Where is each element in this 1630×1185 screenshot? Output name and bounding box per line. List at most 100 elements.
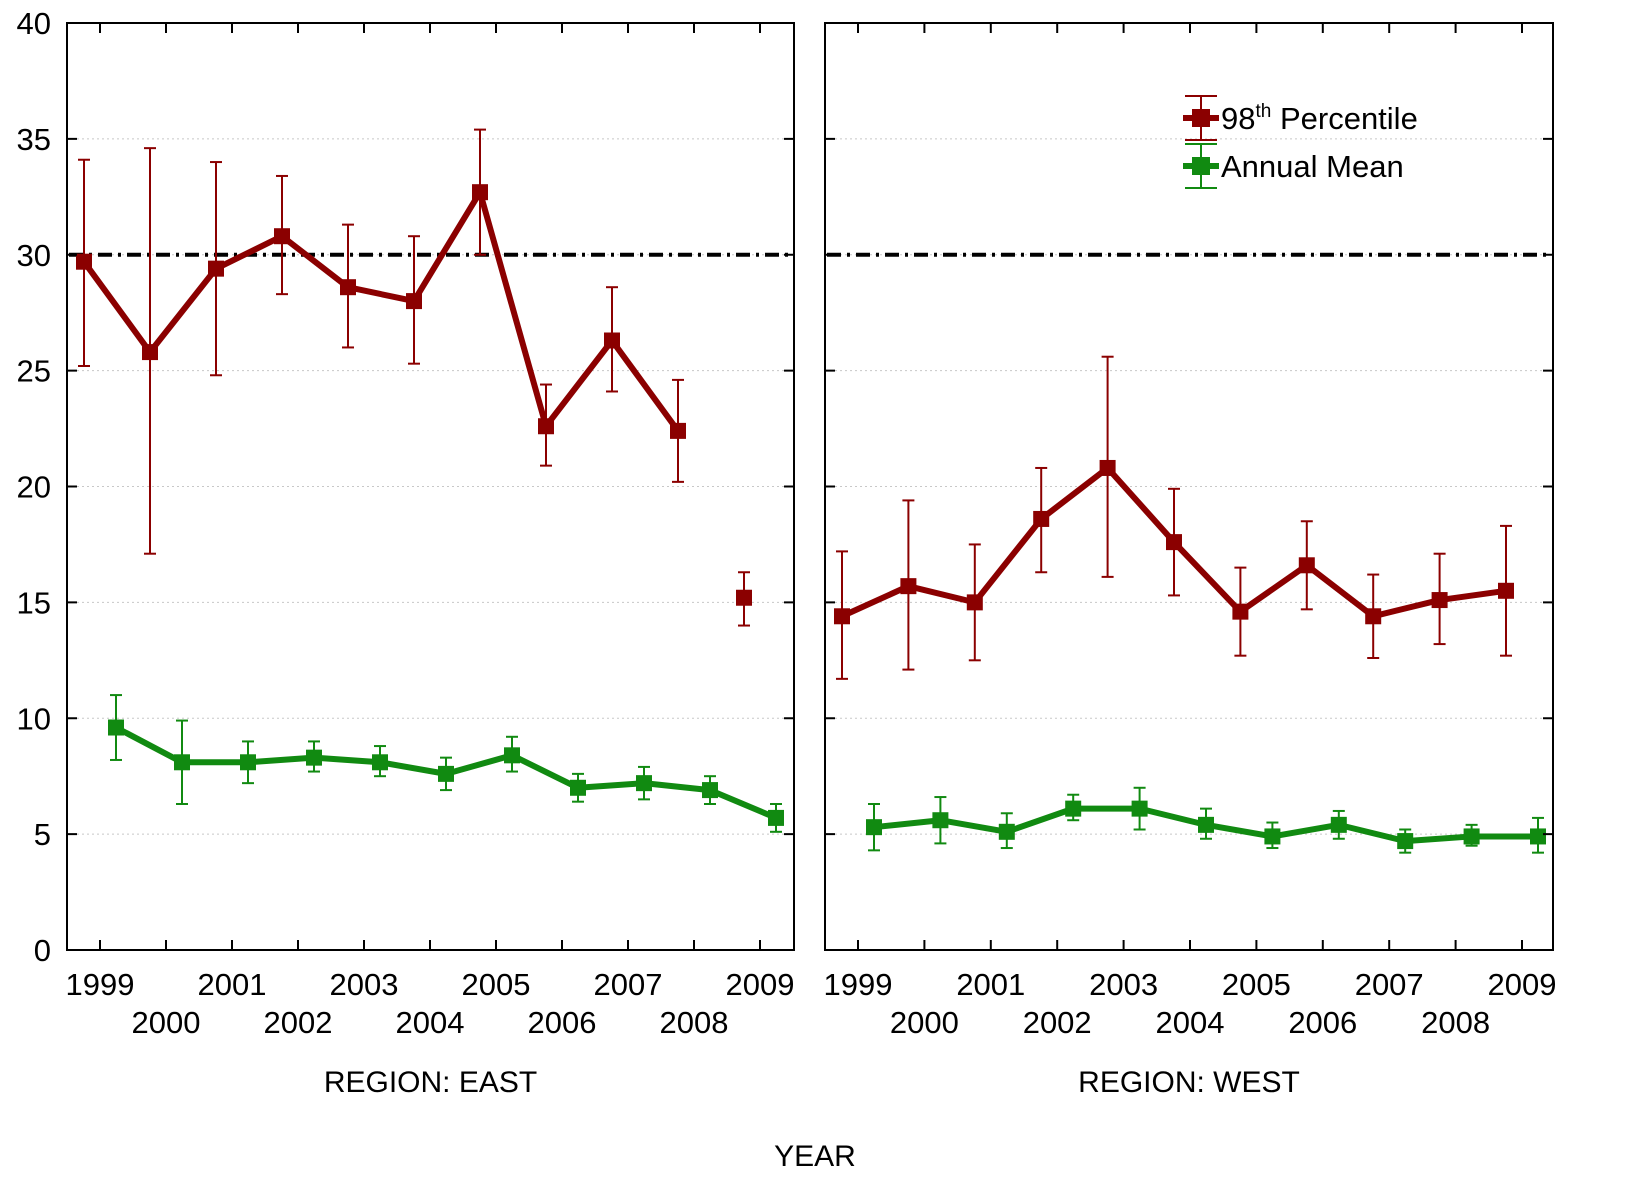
data-point [274, 228, 290, 245]
panel-title-east: REGION: EAST [324, 1066, 537, 1099]
data-point [866, 819, 882, 836]
data-point [604, 332, 620, 349]
data-point [1498, 582, 1514, 599]
x-tick-label: 2007 [1355, 967, 1424, 1002]
data-point [1232, 603, 1249, 620]
plot-frame-west [824, 22, 1554, 951]
data-point [108, 719, 124, 736]
series-east [76, 128, 784, 833]
data-point [174, 754, 190, 771]
legend-marker [1192, 109, 1210, 127]
data-point [472, 184, 488, 201]
x-tick-label: 2005 [1222, 967, 1291, 1002]
series-line [81, 189, 681, 433]
data-point [1330, 816, 1347, 833]
panel-title-west: REGION: WEST [1078, 1066, 1300, 1099]
y-tick-label: 10 [17, 701, 51, 736]
x-tick-label: 2004 [396, 1005, 465, 1040]
y-tick-label: 20 [17, 470, 51, 505]
data-point [142, 344, 158, 361]
legend-label-98th-main: 98 [1221, 101, 1255, 136]
y-axis: 0 5 10 15 20 25 30 35 40 [17, 6, 794, 968]
x-tick-label: 2006 [528, 1005, 597, 1040]
data-point [1033, 510, 1050, 527]
data-point [1397, 833, 1414, 850]
data-point [1198, 816, 1214, 833]
data-point [1298, 557, 1315, 574]
grid-east [67, 138, 794, 835]
x-tick-label: 2004 [1156, 1005, 1225, 1040]
data-point [1530, 828, 1546, 845]
data-point [372, 754, 388, 771]
plot-frame-east [66, 22, 795, 951]
data-point [504, 747, 520, 764]
x-tick-label: 2007 [594, 967, 663, 1002]
data-point [1365, 608, 1382, 625]
legend: 98th Percentile Annual Mean [1183, 95, 1418, 189]
data-point [538, 418, 554, 435]
data-point [998, 823, 1015, 840]
x-tick-label: 2003 [1089, 967, 1158, 1002]
legend-label-annual-mean: Annual Mean [1221, 149, 1404, 184]
grid-west [825, 138, 1553, 835]
data-point [438, 765, 454, 782]
data-point [834, 608, 850, 625]
y-tick-label: 0 [34, 933, 51, 968]
data-point [406, 293, 422, 310]
series-west [834, 355, 1546, 854]
legend-label-98th-rest: Percentile [1271, 101, 1417, 136]
legend-label-98th-sup: th [1255, 101, 1271, 122]
data-point [736, 589, 752, 606]
legend-swatch-annual-mean [1183, 143, 1219, 189]
data-point [1065, 800, 1082, 817]
x-tick-label: 2003 [330, 967, 399, 1002]
x-tick-label: 1999 [824, 967, 893, 1002]
x-tick-label: 2008 [1421, 1005, 1490, 1040]
x-axis-west: 1999200020012002200320042005200620072008… [824, 22, 1557, 1040]
data-point [208, 260, 224, 277]
x-tick-label: 2009 [726, 967, 795, 1002]
data-point [306, 749, 322, 766]
data-point [1131, 800, 1148, 817]
data-point [1264, 828, 1281, 845]
data-point [966, 594, 983, 611]
x-tick-label: 2006 [1288, 1005, 1357, 1040]
x-tick-label: 2000 [890, 1005, 959, 1040]
data-point [340, 279, 356, 296]
x-tick-label: 2009 [1488, 967, 1557, 1002]
x-tick-label: 2005 [462, 967, 531, 1002]
data-point [1431, 592, 1448, 609]
x-tick-label: 2001 [198, 967, 267, 1002]
x-tick-label: 2002 [264, 1005, 333, 1040]
y-tick-label: 15 [17, 585, 51, 620]
x-tick-label: 2002 [1023, 1005, 1092, 1040]
legend-label-98th-percentile: 98th Percentile [1221, 101, 1418, 136]
data-point [702, 782, 718, 799]
data-point [76, 253, 92, 270]
y-tick-label: 30 [17, 238, 51, 273]
x-axis-title: YEAR [774, 1140, 856, 1173]
y-tick-label: 25 [17, 354, 51, 389]
legend-swatch-98th-percentile [1183, 95, 1219, 141]
data-point [570, 779, 586, 796]
y-tick-label: 35 [17, 122, 51, 157]
x-axis-east: 1999200020012002200320042005200620072008… [66, 23, 795, 1040]
y-tick-label: 40 [17, 6, 51, 41]
panel-west: 1999200020012002200320042005200620072008… [824, 22, 1557, 1099]
y-tick-label: 5 [34, 817, 51, 852]
legend-marker [1192, 157, 1210, 175]
x-tick-label: 2000 [132, 1005, 201, 1040]
data-point [932, 812, 949, 829]
x-tick-label: 1999 [66, 967, 135, 1002]
x-tick-label: 2008 [660, 1005, 729, 1040]
data-point [900, 578, 917, 595]
data-point [1166, 534, 1182, 551]
data-point [240, 754, 256, 771]
x-tick-label: 2001 [956, 967, 1025, 1002]
data-point [670, 422, 686, 439]
data-point [768, 809, 784, 826]
data-point [636, 775, 652, 792]
data-point [1099, 459, 1116, 476]
